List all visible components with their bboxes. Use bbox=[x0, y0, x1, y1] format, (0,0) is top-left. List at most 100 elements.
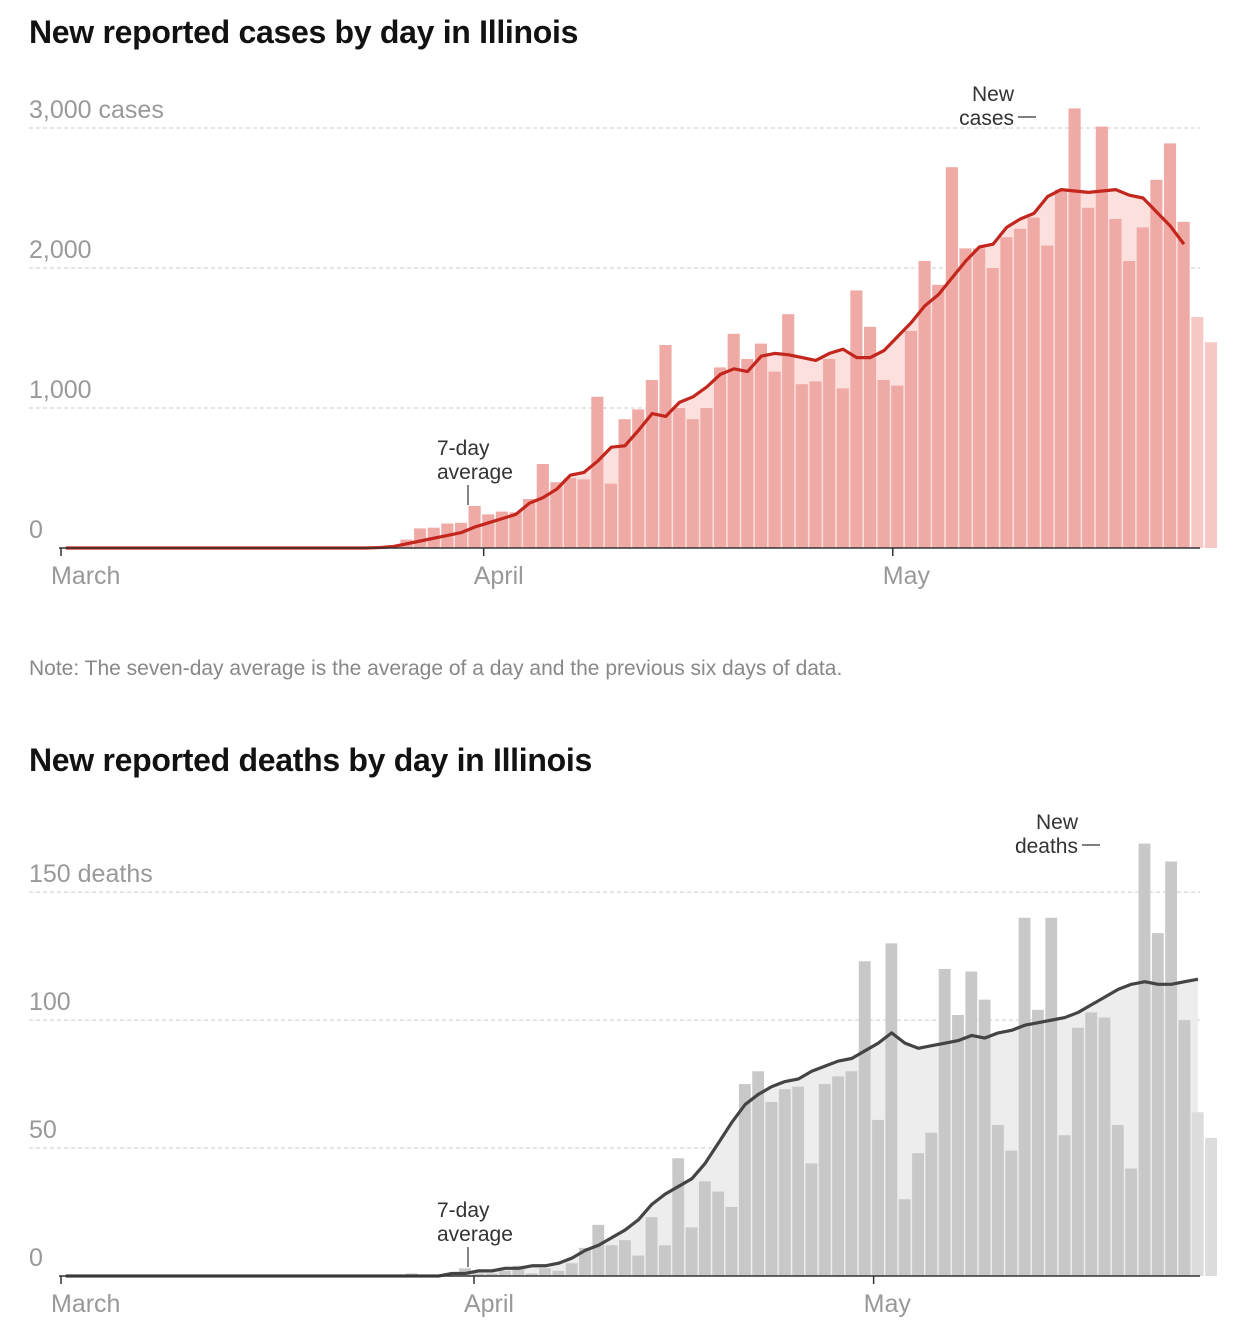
bar-annotation-line2: cases bbox=[959, 107, 1014, 130]
x-tick-label: April bbox=[474, 562, 524, 590]
daily-bar bbox=[579, 1247, 591, 1276]
daily-bar bbox=[877, 380, 890, 548]
daily-bar bbox=[805, 1163, 818, 1276]
daily-bar bbox=[1151, 933, 1164, 1276]
daily-bar bbox=[632, 1255, 645, 1276]
daily-bar bbox=[632, 409, 645, 548]
daily-bar bbox=[512, 1265, 525, 1276]
daily-bar bbox=[986, 268, 999, 548]
daily-bar bbox=[845, 1071, 858, 1276]
daily-bar bbox=[605, 1245, 618, 1276]
daily-bar bbox=[1165, 861, 1178, 1276]
daily-bar bbox=[754, 343, 768, 548]
daily-bar bbox=[658, 1245, 671, 1276]
daily-bar bbox=[1138, 843, 1151, 1276]
x-tick-label: April bbox=[464, 1290, 514, 1318]
daily-bar bbox=[898, 1199, 911, 1276]
daily-bar bbox=[536, 464, 549, 548]
daily-bar bbox=[1000, 237, 1013, 548]
daily-bar bbox=[738, 1084, 751, 1276]
daily-bar bbox=[938, 968, 951, 1276]
daily-bar bbox=[809, 381, 822, 548]
daily-bar bbox=[472, 1273, 485, 1276]
y-tick-label: 0 bbox=[29, 516, 43, 544]
daily-bar bbox=[525, 1273, 538, 1276]
bar-annotation-line1: New bbox=[972, 83, 1015, 106]
daily-bar bbox=[818, 1084, 831, 1276]
daily-bar bbox=[1150, 179, 1163, 549]
cases-chart-title: New reported cases by day in Illinois bbox=[29, 14, 579, 50]
daily-bar bbox=[1136, 227, 1149, 548]
daily-bar bbox=[891, 385, 904, 548]
daily-bar bbox=[1068, 108, 1081, 549]
daily-bar bbox=[1178, 1020, 1191, 1276]
daily-bar bbox=[645, 1217, 658, 1276]
daily-bar bbox=[1027, 217, 1040, 548]
daily-bar bbox=[523, 499, 536, 548]
daily-bar bbox=[604, 483, 618, 548]
average-annotation-line2: average bbox=[437, 461, 513, 484]
daily-bar bbox=[992, 1125, 1004, 1276]
daily-bar bbox=[959, 248, 972, 548]
daily-bar bbox=[904, 331, 918, 548]
daily-bar bbox=[1005, 1150, 1018, 1276]
daily-bar bbox=[1109, 219, 1122, 548]
daily-bar bbox=[741, 359, 754, 548]
daily-bar bbox=[673, 408, 686, 548]
deaths-chart-title: New reported deaths by day in Illinois bbox=[29, 742, 592, 778]
daily-bar bbox=[685, 1227, 698, 1276]
daily-bar bbox=[1071, 1027, 1084, 1276]
daily-bar bbox=[659, 345, 672, 548]
x-tick-label: May bbox=[864, 1290, 912, 1318]
daily-bar bbox=[1031, 1009, 1044, 1276]
daily-bar bbox=[965, 971, 978, 1276]
daily-bar bbox=[482, 514, 495, 548]
daily-bar bbox=[499, 1270, 511, 1276]
daily-bar bbox=[725, 1206, 738, 1276]
daily-bar bbox=[509, 512, 522, 548]
bar-annotation-line1: New bbox=[1036, 811, 1079, 834]
daily-bar bbox=[792, 1086, 805, 1276]
daily-bar bbox=[592, 1224, 605, 1276]
daily-bar bbox=[564, 478, 577, 548]
daily-bar bbox=[918, 261, 931, 548]
daily-bar bbox=[727, 333, 740, 548]
daily-bar bbox=[1054, 189, 1068, 548]
daily-bar bbox=[858, 961, 871, 1276]
daily-bar bbox=[645, 380, 658, 548]
daily-bar bbox=[782, 314, 795, 548]
y-tick-label: 150 deaths bbox=[29, 860, 153, 888]
x-tick-label: March bbox=[51, 1290, 120, 1318]
y-tick-label: 1,000 bbox=[29, 376, 92, 404]
daily-bar bbox=[973, 248, 986, 548]
y-tick-label: 100 bbox=[29, 988, 71, 1016]
daily-bar bbox=[1013, 228, 1027, 549]
daily-bar bbox=[925, 1132, 938, 1276]
daily-bar bbox=[752, 1071, 765, 1276]
daily-bar bbox=[618, 419, 631, 548]
chart-note: Note: The seven-day average is the avera… bbox=[29, 657, 843, 680]
daily-bar bbox=[1205, 1137, 1217, 1276]
daily-bar bbox=[550, 482, 563, 548]
daily-bar bbox=[414, 528, 427, 548]
bar-annotation-line2: deaths bbox=[1015, 835, 1078, 858]
daily-bar bbox=[1085, 1012, 1098, 1276]
daily-bar bbox=[1125, 1168, 1138, 1276]
y-tick-label: 0 bbox=[29, 1244, 43, 1272]
daily-bar bbox=[1191, 1112, 1204, 1276]
daily-bar bbox=[454, 522, 468, 548]
daily-bar bbox=[1204, 342, 1217, 548]
average-annotation-line1: 7-day bbox=[437, 437, 490, 460]
daily-bar bbox=[850, 290, 863, 548]
daily-bar bbox=[619, 1240, 631, 1276]
x-tick-label: March bbox=[51, 562, 120, 590]
daily-bar bbox=[1018, 917, 1031, 1276]
daily-bar bbox=[945, 167, 958, 548]
daily-bar bbox=[978, 999, 991, 1276]
daily-bar bbox=[1045, 917, 1058, 1276]
daily-bar bbox=[672, 1158, 685, 1276]
daily-bar bbox=[932, 284, 945, 548]
daily-bar bbox=[1095, 126, 1108, 548]
y-tick-label: 50 bbox=[29, 1116, 57, 1144]
